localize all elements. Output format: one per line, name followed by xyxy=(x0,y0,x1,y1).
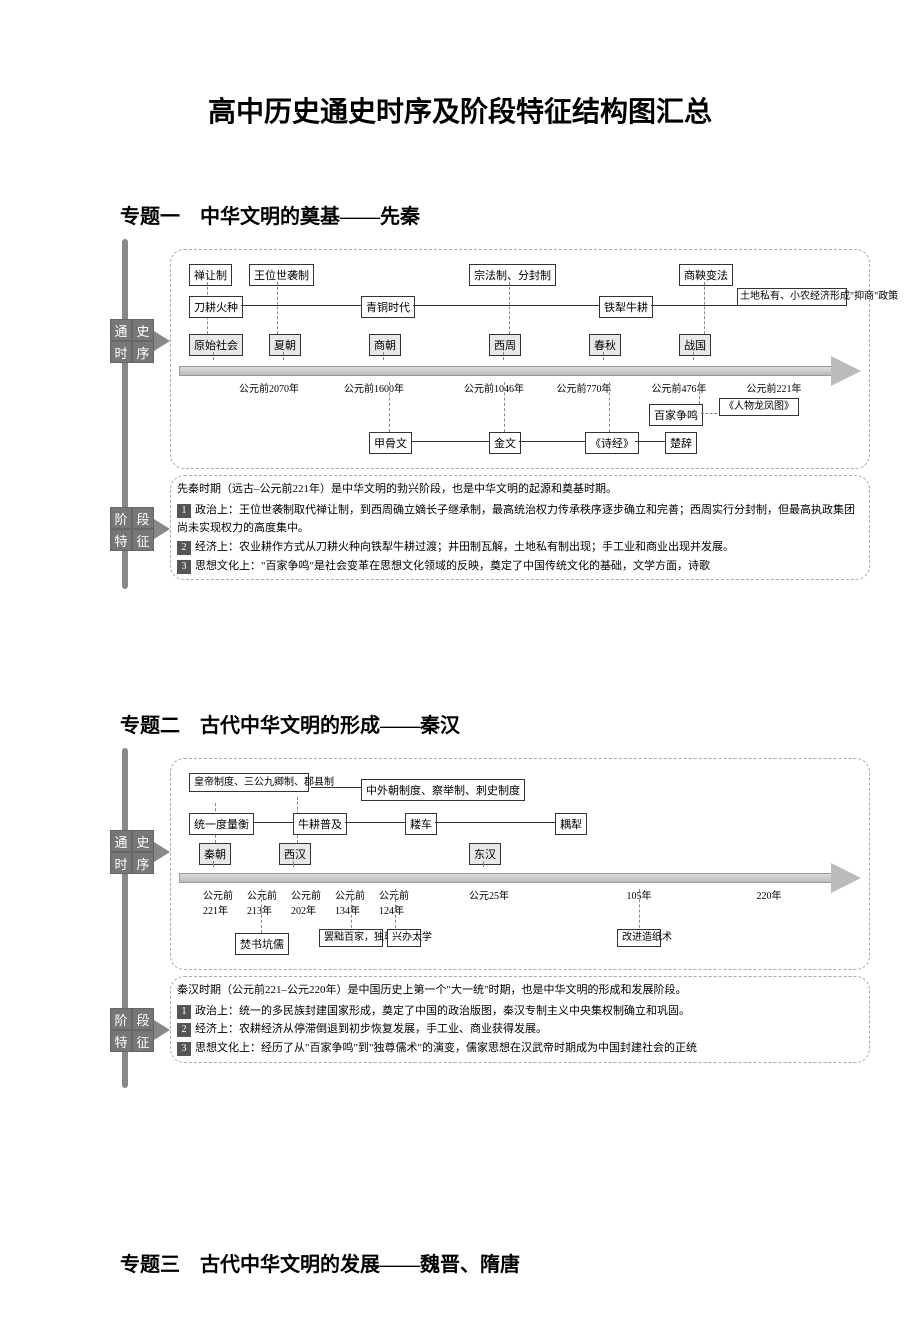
badge-cell: 史 xyxy=(132,830,154,852)
culture-box: 兴办太学 xyxy=(387,929,421,947)
dynasty-box: 原始社会 xyxy=(189,334,243,356)
arrow-icon xyxy=(154,1020,170,1040)
arrow-icon xyxy=(154,519,170,539)
badge-cell: 特 xyxy=(110,529,132,551)
badge-cell: 征 xyxy=(132,1030,154,1052)
badge-cell: 特 xyxy=(110,1030,132,1052)
econ-box: 统一度量衡 xyxy=(189,813,254,835)
badge-cell: 通 xyxy=(110,830,132,852)
timeline-badge: 通 史 时 序 xyxy=(110,319,154,363)
badge-cell: 时 xyxy=(110,341,132,363)
culture-box: 金文 xyxy=(489,432,521,454)
arrow-icon xyxy=(154,331,170,351)
feature-item: 1政治上：统一的多民族封建国家形成，奠定了中国的政治版图，秦汉专制主义中央集权制… xyxy=(177,1002,863,1021)
polit-box: 商鞅变法 xyxy=(679,264,733,286)
timeline-arrow-icon xyxy=(831,356,861,386)
tick: 公元前1600年 xyxy=(344,380,404,395)
arrow-icon xyxy=(154,842,170,862)
econ-box: 刀耕火种 xyxy=(189,296,243,318)
polit-box: 宗法制、分封制 xyxy=(469,264,556,286)
feature-intro: 先秦时期（远古–公元前221年）是中华文明的勃兴阶段，也是中华文明的起源和奠基时… xyxy=(177,480,863,499)
tick: 公元前134年 xyxy=(335,887,375,917)
feature-item: 1政治上：王位世袭制取代禅让制，到西周确立嫡长子继承制，最高统治权力传承秩序逐步… xyxy=(177,501,863,538)
dynasty-box: 夏朝 xyxy=(269,334,301,356)
badge-cell: 序 xyxy=(132,341,154,363)
features-panel: 秦汉时期（公元前221–公元220年）是中国历史上第一个"大一统"时期，也是中华… xyxy=(170,976,870,1063)
feature-item: 2经济上：农业耕作方式从刀耕火种向铁犁牛耕过渡；井田制瓦解，土地私有制出现；手工… xyxy=(177,538,863,557)
polit-box: 中外朝制度、察举制、刺史制度 xyxy=(361,779,525,801)
badge-cell: 征 xyxy=(132,529,154,551)
dynasty-box: 东汉 xyxy=(469,843,501,865)
badge-cell: 阶 xyxy=(110,507,132,529)
culture-box: 楚辞 xyxy=(665,432,697,454)
badge-cell: 段 xyxy=(132,1008,154,1030)
topic1-heading: 专题一 中华文明的奠基——先秦 xyxy=(120,200,860,229)
feature-item: 3思想文化上：经历了从"百家争鸣"到"独尊儒术"的演变，儒家思想在汉武帝时期成为… xyxy=(177,1039,863,1058)
culture-box: 焚书坑儒 xyxy=(235,933,289,955)
feature-item: 3思想文化上："百家争鸣"是社会变革在思想文化领域的反映，奠定了中国传统文化的基… xyxy=(177,557,863,576)
tick: 公元前1046年 xyxy=(464,380,524,395)
badge-cell: 时 xyxy=(110,852,132,874)
econ-box: 土地私有、小农经济形成"抑商"政策 xyxy=(737,288,847,306)
tick: 公元前770年 xyxy=(557,380,612,395)
dynasty-box: 西周 xyxy=(489,334,521,356)
features-badge: 阶 段 特 征 xyxy=(110,507,154,551)
tick: 公元前202年 xyxy=(291,887,331,917)
badge-cell: 序 xyxy=(132,852,154,874)
badge-cell: 段 xyxy=(132,507,154,529)
dynasty-box: 战国 xyxy=(679,334,711,356)
topic2-diagram: 通 史 时 序 阶 段 特 征 皇帝制度、三公九卿制、郡县制 中外朝制度、察举制… xyxy=(110,758,870,1088)
feature-intro: 秦汉时期（公元前221–公元220年）是中国历史上第一个"大一统"时期，也是中华… xyxy=(177,981,863,1000)
culture-box: 罢黜百家，独尊儒术 xyxy=(319,929,383,947)
timeline-panel: 禅让制 王位世袭制 宗法制、分封制 商鞅变法 刀耕火种 青铜时代 铁犁牛耕 土地… xyxy=(170,249,870,469)
polit-box: 禅让制 xyxy=(189,264,232,286)
culture-box: 甲骨文 xyxy=(369,432,412,454)
tick: 公元前2070年 xyxy=(239,380,299,395)
tick: 公元前221年 xyxy=(747,380,802,395)
tick: 220年 xyxy=(757,887,782,902)
topic2-heading: 专题二 古代中华文明的形成——秦汉 xyxy=(120,709,860,738)
feature-item: 2经济上：农耕经济从停滞倒退到初步恢复发展，手工业、商业获得发展。 xyxy=(177,1020,863,1039)
badge-cell: 阶 xyxy=(110,1008,132,1030)
econ-box: 耦犁 xyxy=(555,813,587,835)
timeline-arrow-icon xyxy=(831,863,861,893)
topic1-diagram: 通 史 时 序 阶 段 特 征 禅让制 王位世袭制 宗法制、分封制 商鞅变法 xyxy=(110,249,870,589)
polit-box: 王位世袭制 xyxy=(249,264,314,286)
culture-box: 百家争鸣 xyxy=(649,404,703,426)
dynasty-box: 春秋 xyxy=(589,334,621,356)
econ-box: 青铜时代 xyxy=(361,296,415,318)
culture-box: 《诗经》 xyxy=(585,432,639,454)
timeline-panel: 皇帝制度、三公九卿制、郡县制 中外朝制度、察举制、刺史制度 统一度量衡 牛耕普及… xyxy=(170,758,870,970)
polit-box: 皇帝制度、三公九卿制、郡县制 xyxy=(189,773,309,792)
dynasty-box: 西汉 xyxy=(279,843,311,865)
tick: 公元25年 xyxy=(469,887,509,902)
badge-cell: 史 xyxy=(132,319,154,341)
tick: 公元前124年 xyxy=(379,887,419,917)
econ-box: 铁犁牛耕 xyxy=(599,296,653,318)
culture-box: 改进造纸术 xyxy=(617,929,661,947)
features-badge: 阶 段 特 征 xyxy=(110,1008,154,1052)
topic3-heading: 专题三 古代中华文明的发展——魏晋、隋唐 xyxy=(120,1248,860,1277)
dynasty-box: 秦朝 xyxy=(199,843,231,865)
econ-box: 牛耕普及 xyxy=(293,813,347,835)
timeline-badge: 通 史 时 序 xyxy=(110,830,154,874)
dynasty-box: 商朝 xyxy=(369,334,401,356)
badge-cell: 通 xyxy=(110,319,132,341)
tick: 公元前221年 xyxy=(203,887,243,917)
culture-box: 《人物龙凤图》 xyxy=(719,398,799,416)
page-title: 高中历史通史时序及阶段特征结构图汇总 xyxy=(60,90,860,130)
econ-box: 耧车 xyxy=(405,813,437,835)
tick: 公元前213年 xyxy=(247,887,287,917)
features-panel: 先秦时期（远古–公元前221年）是中华文明的勃兴阶段，也是中华文明的起源和奠基时… xyxy=(170,475,870,580)
